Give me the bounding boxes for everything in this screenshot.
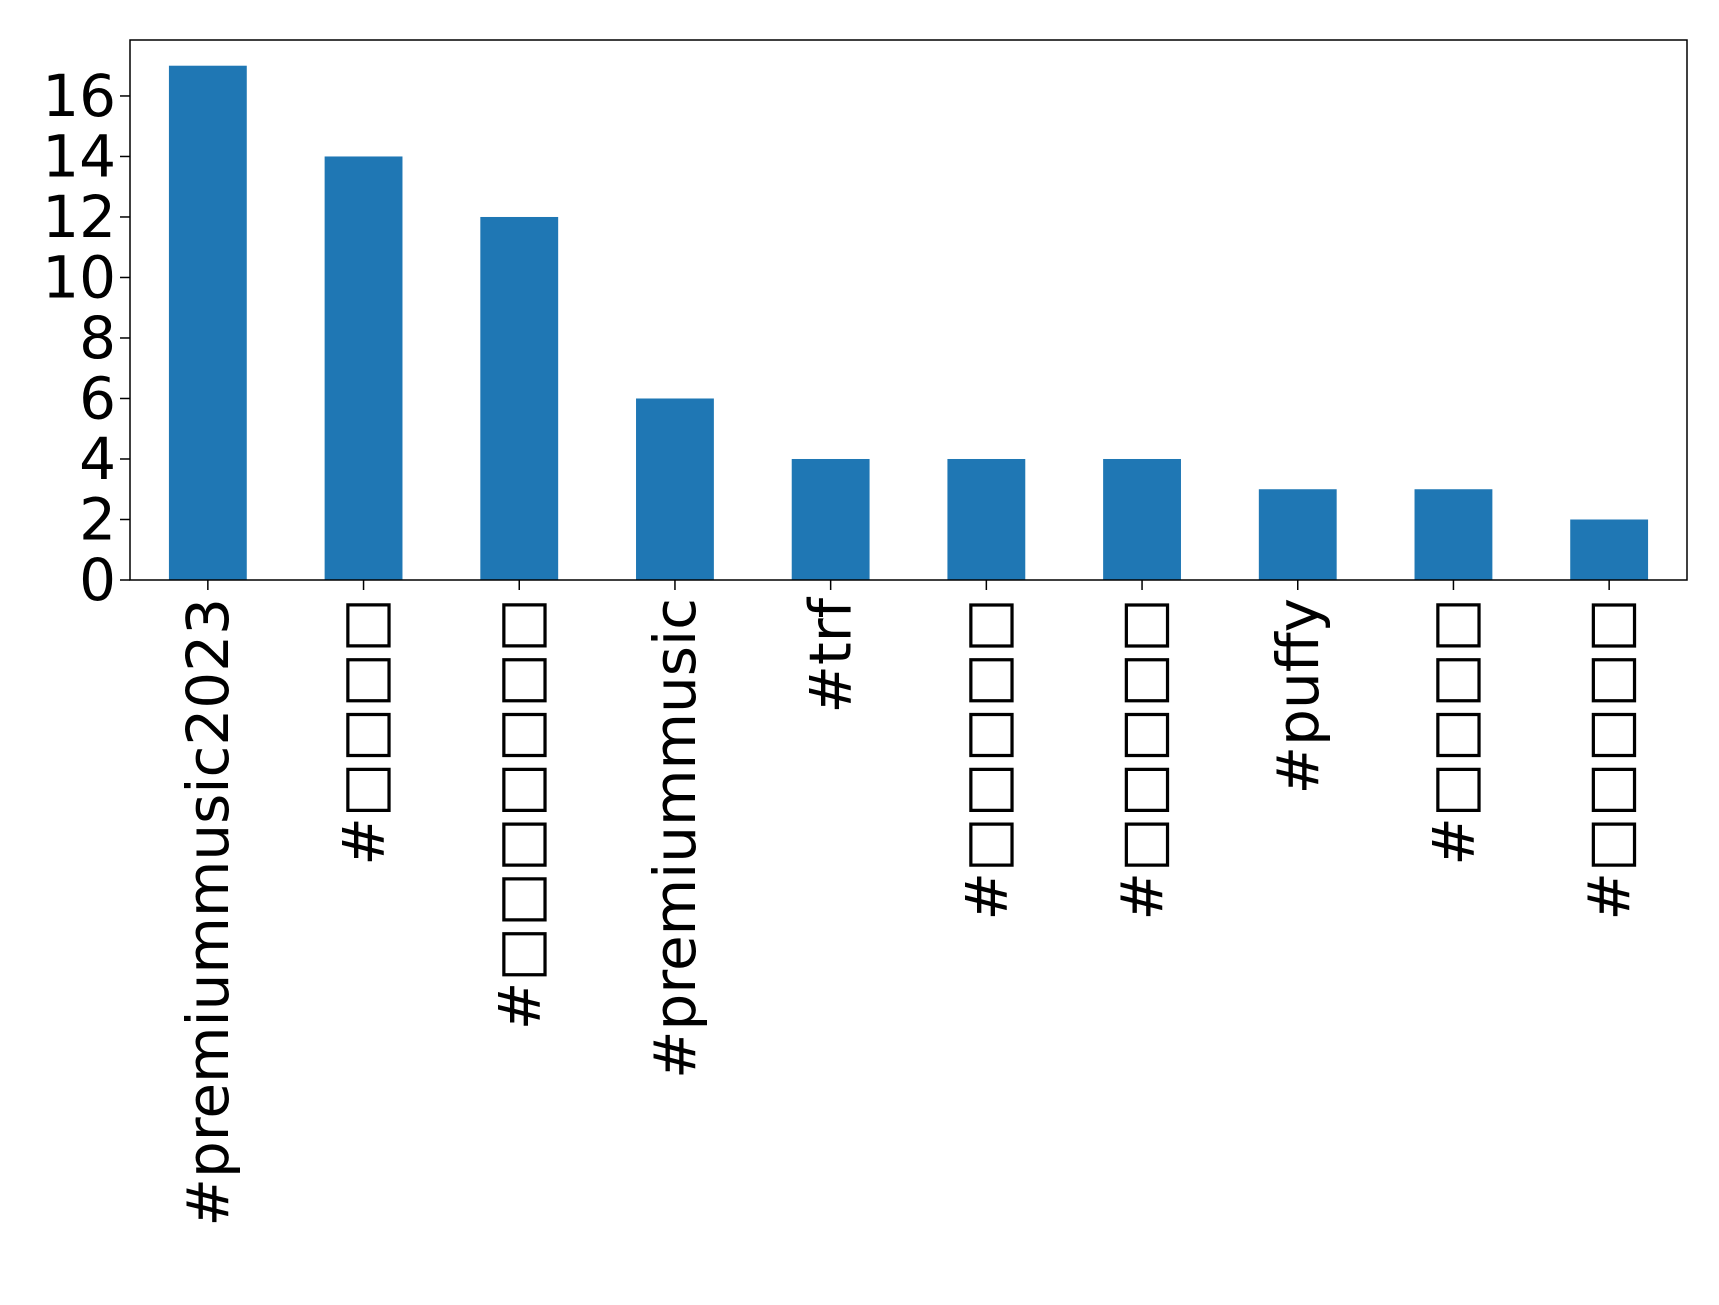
bar [947, 458, 1026, 580]
bar [324, 156, 403, 580]
x-tick-label: #premiummusic [641, 598, 709, 1079]
x-tick-label: #□□□□□□□ [485, 598, 553, 1030]
bar [168, 65, 247, 580]
x-tick-label: #□□□□ [330, 598, 398, 866]
y-tick-label: 4 [79, 425, 116, 493]
x-tick-label: #□□□□□ [1108, 598, 1176, 921]
bar [1414, 489, 1493, 580]
y-tick-label: 16 [42, 62, 116, 130]
x-axis: #premiummusic2023 #□□□□ #□□□□□□□ #premiummu… [174, 580, 1643, 1227]
bars-layer [168, 65, 1649, 580]
bar [1103, 458, 1181, 580]
y-tick-label: 8 [79, 304, 116, 372]
y-tick-label: 2 [79, 485, 116, 553]
x-tick-label: #□□□□□ [1575, 598, 1643, 921]
y-tick-label: 10 [42, 243, 116, 311]
y-tick-label: 14 [42, 122, 116, 190]
x-tick-label: #□□□□ [1419, 598, 1487, 866]
y-tick-label: 12 [42, 183, 116, 251]
bar [1258, 489, 1337, 580]
bar [791, 458, 870, 580]
y-tick-label: 0 [79, 546, 116, 614]
y-tick-label: 6 [79, 364, 116, 432]
bar [636, 398, 714, 580]
plot-frame [129, 39, 1688, 581]
x-tick-label: #trf [797, 596, 865, 713]
bar [480, 216, 559, 580]
bar [1570, 519, 1649, 580]
x-tick-label: #□□□□□ [952, 598, 1020, 921]
x-tick-label: #premiummusic2023 [174, 598, 242, 1227]
x-tick-label: #puffy [1264, 598, 1332, 794]
